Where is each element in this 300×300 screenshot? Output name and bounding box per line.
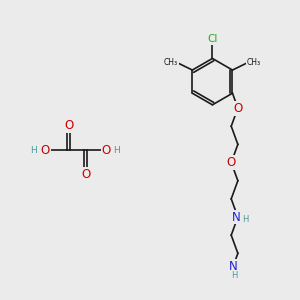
Text: CH₃: CH₃ <box>247 58 261 68</box>
Text: H: H <box>242 215 248 224</box>
Text: O: O <box>81 168 90 181</box>
Text: H: H <box>113 146 120 154</box>
Text: O: O <box>226 156 236 169</box>
Text: Cl: Cl <box>207 34 218 44</box>
Text: H: H <box>232 271 238 280</box>
Text: N: N <box>232 211 241 224</box>
Text: H: H <box>30 146 37 154</box>
Text: O: O <box>40 143 50 157</box>
Text: CH₃: CH₃ <box>164 58 178 68</box>
Text: O: O <box>233 102 242 115</box>
Text: N: N <box>229 260 238 272</box>
Text: O: O <box>64 119 74 132</box>
Text: O: O <box>102 143 111 157</box>
